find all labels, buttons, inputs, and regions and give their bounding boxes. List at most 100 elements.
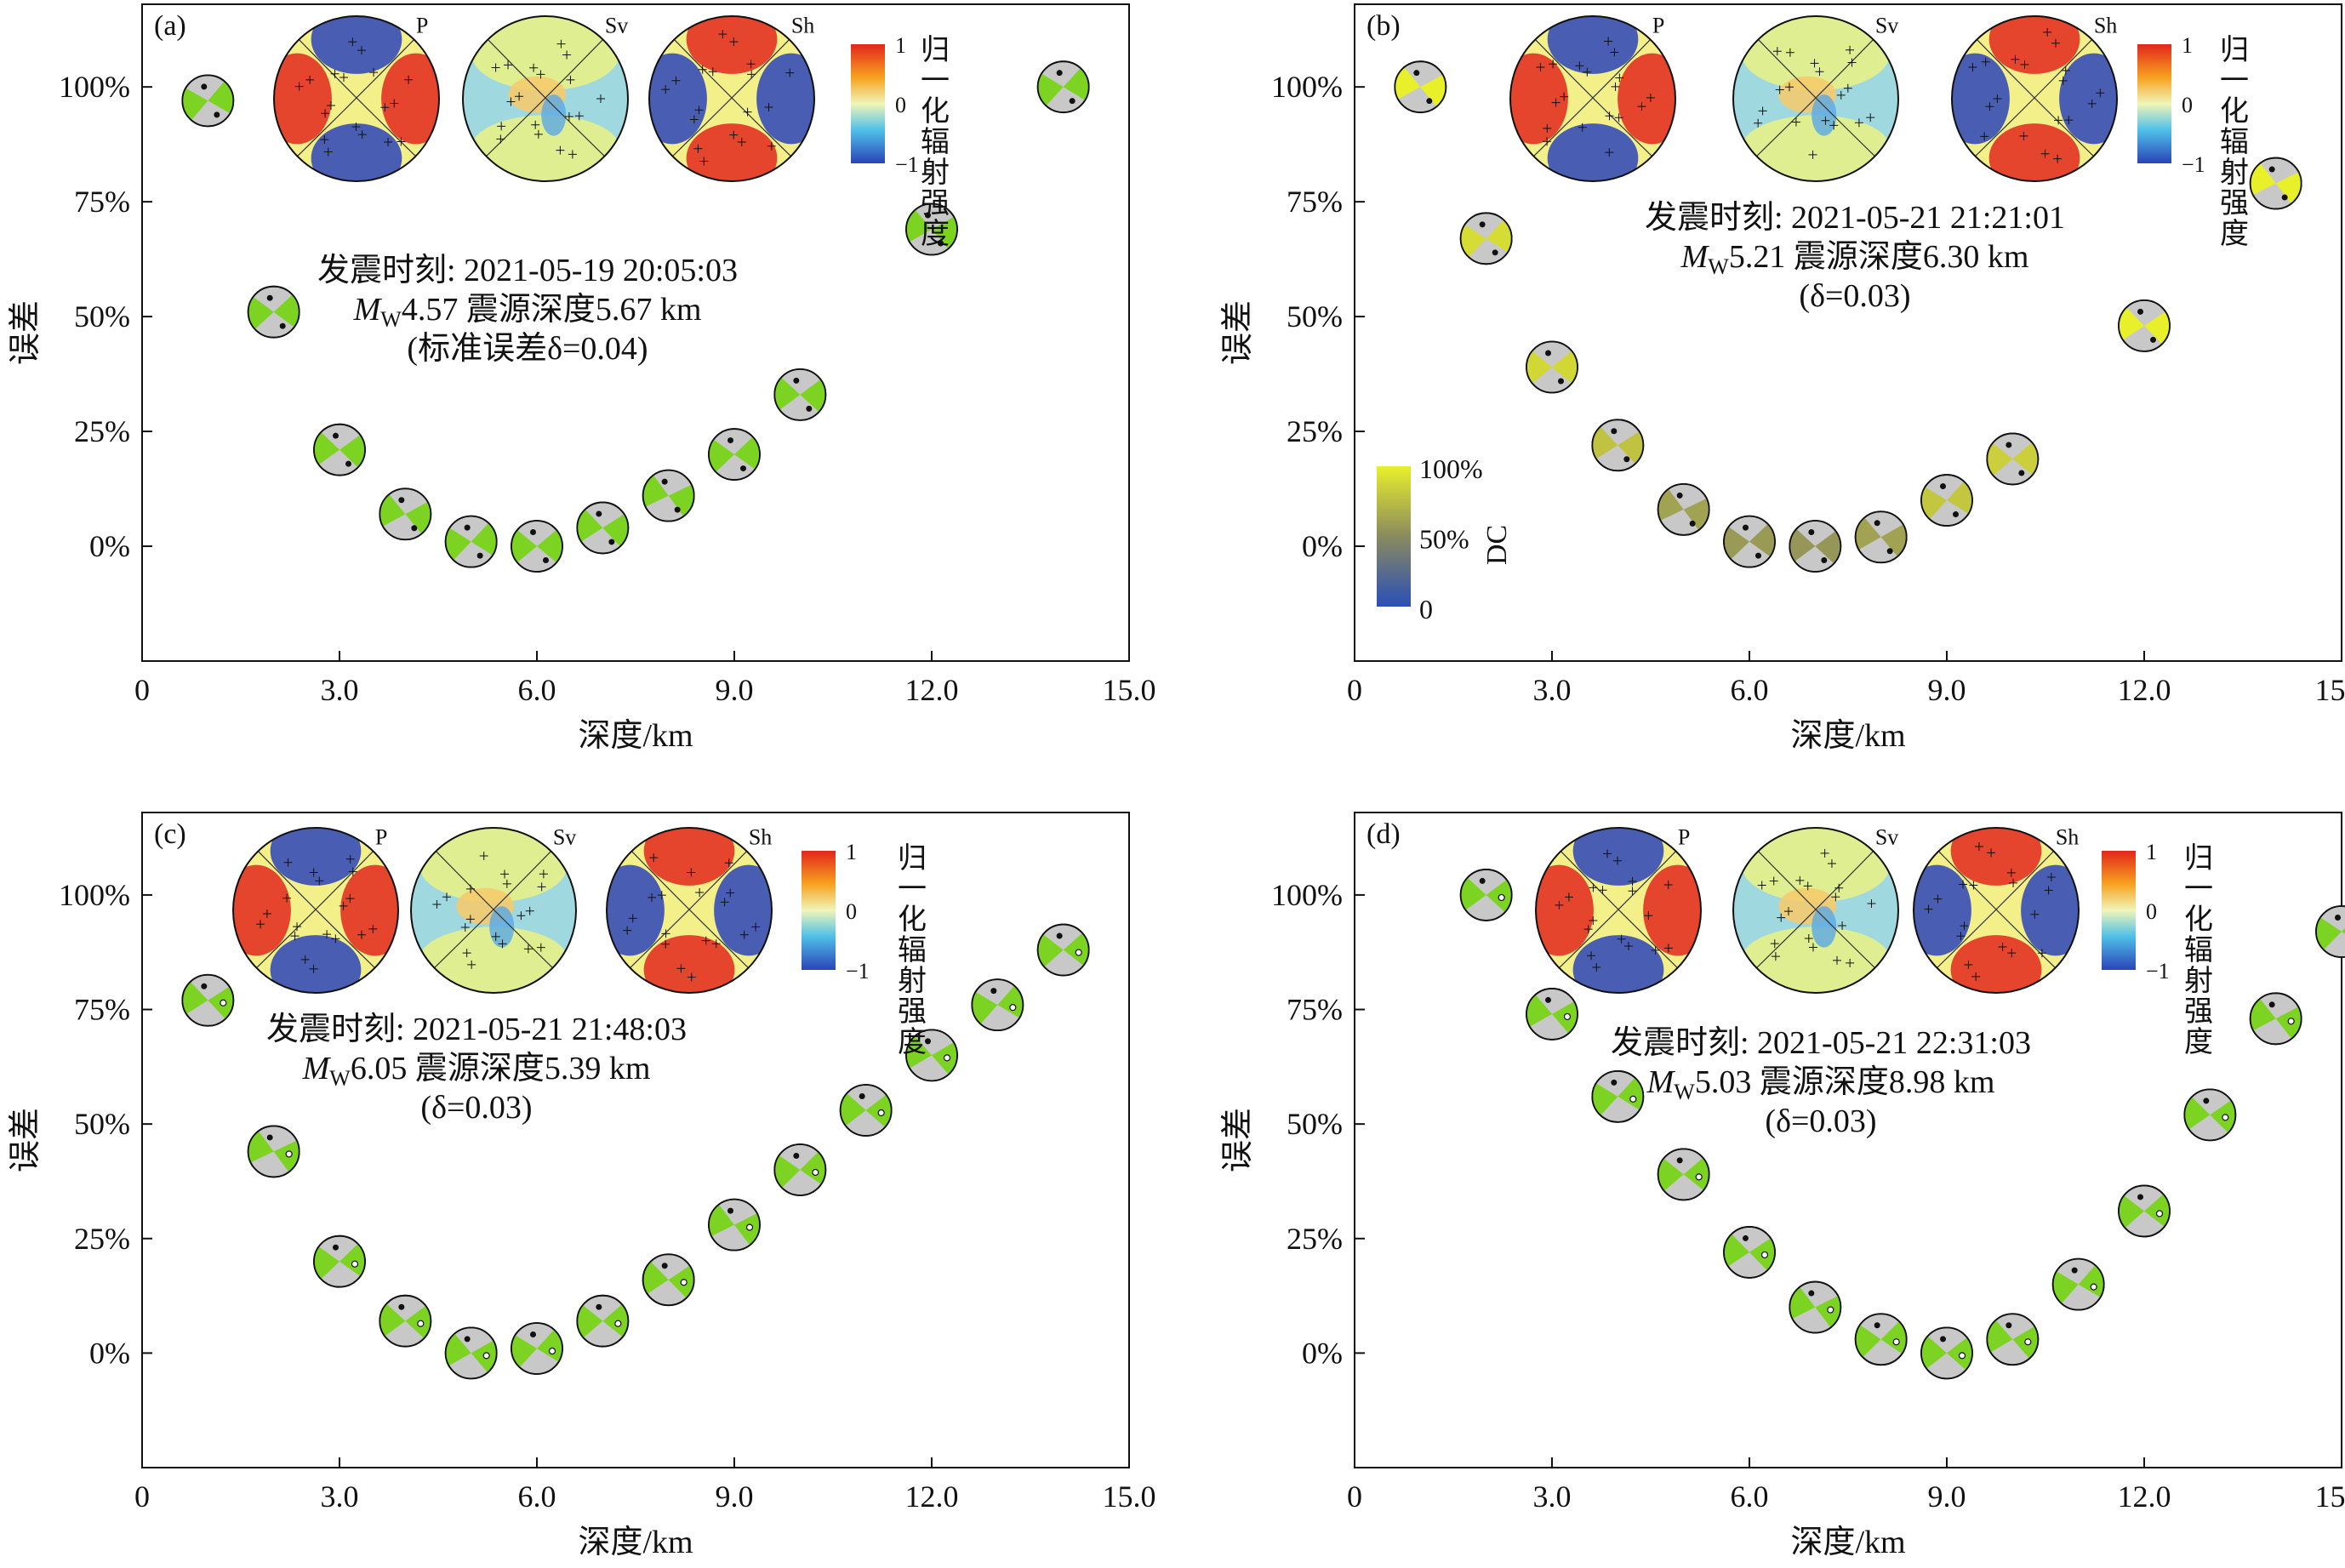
- station-cross: [321, 109, 330, 118]
- panel-label: (a): [154, 10, 186, 42]
- focal-mechanism[interactable]: [1920, 474, 1973, 527]
- focal-mechanism[interactable]: [708, 428, 761, 481]
- colorbar-tick-label: 0: [846, 899, 857, 924]
- focal-mechanism[interactable]: [1789, 1280, 1842, 1334]
- p-axis-dot: [1056, 70, 1063, 77]
- focal-mechanism[interactable]: [511, 1322, 563, 1375]
- focal-mechanism[interactable]: [1036, 923, 1090, 977]
- focal-mechanism[interactable]: [773, 368, 827, 421]
- focal-mechanism[interactable]: [247, 1125, 300, 1178]
- focal-mechanism[interactable]: [642, 469, 695, 522]
- focal-mechanism[interactable]: [181, 973, 235, 1027]
- focal-mechanism[interactable]: [2315, 905, 2345, 958]
- magnitude-value: 5.03 震源深度8.98 km: [1695, 1064, 1995, 1100]
- focal-mechanism[interactable]: [1986, 432, 2040, 486]
- focal-mechanism[interactable]: [576, 1294, 630, 1348]
- field-lobe: [233, 864, 291, 956]
- focal-mechanism[interactable]: [971, 978, 1024, 1032]
- station-cross: [1614, 113, 1623, 123]
- focal-mechanism[interactable]: [1723, 515, 1776, 568]
- focal-mechanism[interactable]: [905, 202, 958, 256]
- focal-mechanism[interactable]: [247, 285, 300, 339]
- p-axis-dot: [1743, 1234, 1749, 1241]
- focal-mechanism[interactable]: [313, 423, 366, 476]
- focal-mechanism[interactable]: [1657, 482, 1710, 536]
- t-axis-dot: [812, 1168, 819, 1177]
- t-axis-dot: [351, 1260, 359, 1268]
- t-axis-dot: [543, 557, 549, 564]
- station-cross: [699, 157, 709, 166]
- focal-mechanism[interactable]: [181, 74, 235, 128]
- station-cross: [536, 70, 545, 79]
- focal-quadrant: [379, 1303, 406, 1337]
- focal-mechanism[interactable]: [379, 488, 432, 541]
- focal-mechanism[interactable]: [1526, 340, 1578, 394]
- t-axis-dot: [1492, 249, 1498, 256]
- focal-mechanism[interactable]: [708, 1198, 761, 1252]
- focal-ball-rim: [773, 368, 827, 421]
- focal-mechanism[interactable]: [905, 1029, 958, 1082]
- focal-mechanism[interactable]: [1459, 212, 1513, 265]
- focal-mechanism[interactable]: [1591, 1069, 1645, 1123]
- station-cross: [1847, 58, 1857, 67]
- focal-mechanism[interactable]: [313, 1234, 366, 1288]
- focal-ball-rim: [1920, 474, 1973, 527]
- focal-mechanism[interactable]: [444, 1326, 498, 1380]
- station-cross: [2019, 131, 2028, 140]
- p-axis-dot: [1611, 428, 1618, 435]
- focal-mechanism[interactable]: [2249, 157, 2302, 210]
- station-cross: [496, 134, 505, 144]
- t-axis-dot: [1958, 1352, 1966, 1360]
- focal-quadrant: [1395, 66, 1421, 100]
- station-cross: [1933, 894, 1943, 904]
- focal-quadrant: [1618, 1077, 1644, 1110]
- focal-mechanism[interactable]: [839, 1084, 893, 1137]
- station-cross: [1646, 93, 1655, 102]
- y-tick-label: 100%: [59, 878, 130, 912]
- focal-mechanism[interactable]: [2118, 1184, 2171, 1238]
- focal-mechanism[interactable]: [1723, 1226, 1776, 1279]
- focal-mechanism[interactable]: [1657, 1148, 1710, 1201]
- focal-mechanism[interactable]: [1854, 510, 1908, 564]
- station-cross: [533, 129, 543, 139]
- y-tick-label: 100%: [1271, 70, 1343, 104]
- station-cross: [726, 888, 735, 898]
- focal-quadrant: [2250, 998, 2276, 1031]
- focal-mechanism[interactable]: [2183, 1088, 2237, 1142]
- focal-mechanism[interactable]: [511, 520, 563, 573]
- focal-mechanism[interactable]: [576, 501, 630, 555]
- dc-colorbar-tick-label: 50%: [1419, 524, 1469, 555]
- focal-mechanism[interactable]: [1986, 1313, 2040, 1366]
- p-axis-dot: [1056, 932, 1063, 939]
- focal-mechanism[interactable]: [1459, 869, 1513, 921]
- focal-mechanism[interactable]: [444, 515, 498, 568]
- station-cross: [1785, 48, 1794, 57]
- radiation-pattern-sh: Sh: [648, 13, 815, 182]
- focal-mechanism[interactable]: [642, 1253, 695, 1307]
- focal-mechanism[interactable]: [2051, 1257, 2105, 1311]
- focal-mechanism[interactable]: [1591, 419, 1645, 472]
- station-cross: [2037, 949, 2046, 958]
- station-cross: [671, 76, 681, 85]
- focal-mechanism[interactable]: [2249, 992, 2302, 1046]
- focal-mechanism[interactable]: [379, 1294, 432, 1348]
- focal-mechanism[interactable]: [1920, 1326, 1973, 1380]
- focal-mechanism[interactable]: [773, 1143, 827, 1196]
- station-cross: [1960, 921, 1969, 931]
- t-axis-dot: [1755, 552, 1761, 559]
- y-tick-label: 0%: [89, 1336, 130, 1370]
- station-cross: [262, 909, 271, 918]
- p-axis-dot: [1940, 483, 1946, 490]
- focal-mechanism[interactable]: [1394, 60, 1447, 114]
- focal-mechanism[interactable]: [1036, 60, 1090, 114]
- focal-mechanism[interactable]: [1526, 988, 1578, 1041]
- station-cross: [1810, 59, 1819, 68]
- focal-mechanism[interactable]: [1789, 520, 1842, 573]
- focal-quadrant: [273, 294, 300, 328]
- t-axis-dot: [943, 1054, 951, 1062]
- field-lobe: [686, 123, 778, 181]
- focal-mechanism[interactable]: [2118, 299, 2171, 352]
- station-cross: [466, 884, 476, 893]
- station-cross: [1771, 952, 1780, 961]
- focal-mechanism[interactable]: [1854, 1313, 1908, 1366]
